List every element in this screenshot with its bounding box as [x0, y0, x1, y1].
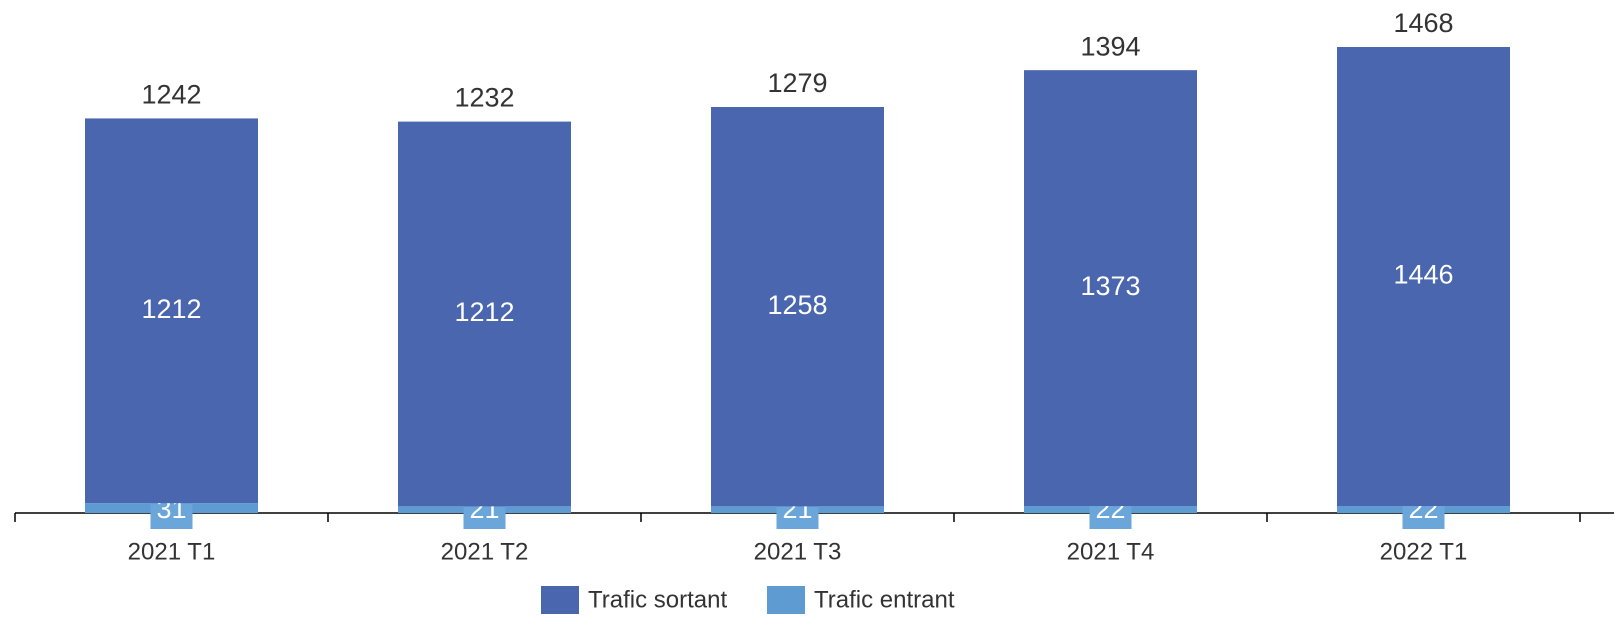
total-label: 1279 [767, 68, 827, 98]
x-tick-label: 2022 T1 [1380, 538, 1468, 565]
x-tick-label: 2021 T2 [441, 538, 529, 565]
total-label: 1242 [141, 80, 201, 110]
bar-segment [85, 118, 258, 504]
x-tick-label: 2021 T1 [128, 538, 216, 565]
data-label: 1212 [454, 297, 514, 327]
legend-swatch [541, 586, 579, 614]
total-label: 1468 [1393, 8, 1453, 38]
data-label: 1446 [1393, 260, 1453, 290]
data-label: 1373 [1080, 271, 1140, 301]
x-tick-label: 2021 T3 [754, 538, 842, 565]
data-label: 1212 [141, 294, 201, 324]
bar-segment [1337, 47, 1510, 507]
legend-swatch [767, 586, 805, 614]
total-label: 1394 [1080, 31, 1140, 61]
total-label: 1232 [454, 83, 514, 113]
bar-segment [398, 121, 571, 507]
legend-label: Trafic sortant [588, 586, 727, 613]
data-label: 1258 [767, 290, 827, 320]
legend-label: Trafic entrant [814, 586, 955, 613]
bar-segment [1024, 70, 1197, 507]
bar-segment [711, 106, 884, 507]
x-tick-label: 2021 T4 [1067, 538, 1155, 565]
